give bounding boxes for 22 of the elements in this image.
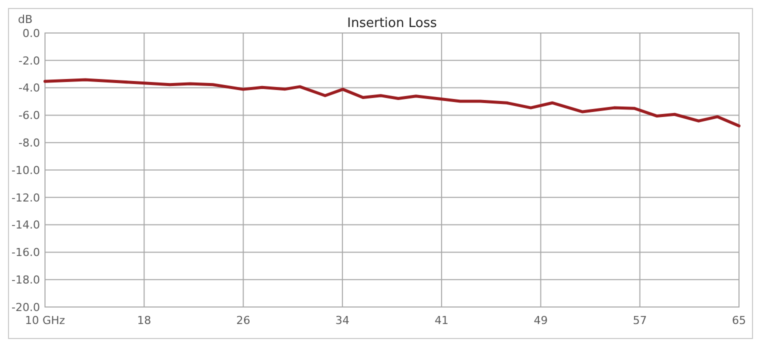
x-tick-label: 41 [434, 314, 449, 327]
y-tick-label: -10.0 [12, 164, 40, 177]
y-tick-label: -6.0 [18, 109, 40, 122]
y-tick-label: -14.0 [12, 218, 40, 232]
y-tick-label: -16.0 [12, 246, 40, 260]
y-tick-label: -2.0 [18, 54, 40, 68]
y-tick-label: -12.0 [12, 191, 40, 204]
y-tick-label: -8.0 [18, 136, 40, 150]
x-tick-label: 65 [732, 314, 746, 327]
y-tick-label: 0.0 [22, 26, 40, 40]
chart-title: Insertion Loss [347, 16, 438, 31]
x-tick-label: 18 [137, 314, 152, 327]
x-tick-label: 49 [534, 314, 548, 327]
x-tick-label: 57 [632, 314, 647, 327]
y-tick-label: -4.0 [18, 82, 40, 95]
y-axis-title: dB [18, 13, 33, 26]
x-tick-label: 26 [236, 314, 250, 327]
x-tick-label: 34 [335, 314, 350, 327]
line-series [44, 78, 740, 128]
y-tick-label: -20.0 [12, 300, 40, 314]
y-tick-label: -18.0 [12, 273, 40, 286]
x-tick-label: 10 GHz [24, 314, 66, 327]
